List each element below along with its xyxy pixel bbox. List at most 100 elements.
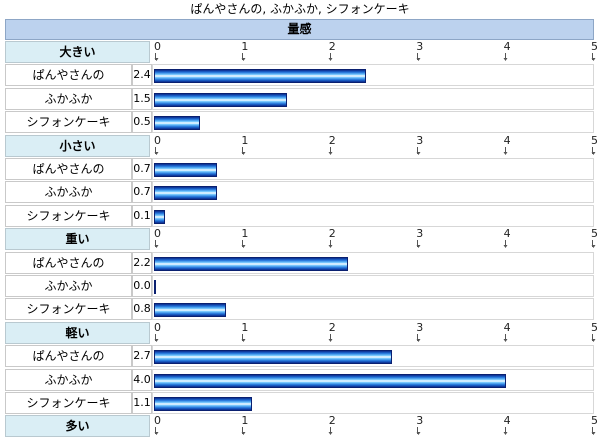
tick-arrow	[328, 338, 333, 342]
series-name-label: シフォンケーキ	[5, 111, 132, 134]
tick-arrow	[591, 245, 595, 249]
tick-label: 4	[503, 414, 511, 428]
tick-arrow	[241, 58, 246, 61]
tick-label: 1	[241, 414, 249, 428]
data-value-label: 0.0	[132, 275, 152, 297]
bar-0-1	[154, 92, 288, 107]
data-value-label: 0.1	[132, 204, 152, 227]
series-name-label: ぱんやさんの	[5, 345, 132, 368]
bar-track	[152, 275, 594, 297]
tick-label: 2	[328, 133, 336, 147]
bar-2-0	[154, 256, 349, 271]
tick-label: 3	[416, 414, 424, 428]
tick-mark	[417, 333, 419, 341]
bar-0-0	[154, 69, 366, 84]
tick-label: 3	[416, 40, 424, 53]
bar-track	[152, 158, 594, 180]
series-name-label: ふかふか	[5, 87, 132, 110]
bar-track	[152, 368, 594, 391]
data-value-label: 0.5	[132, 111, 152, 134]
series-name-label: ふかふか	[5, 275, 132, 297]
tick-mark	[592, 146, 593, 154]
tick-label: 1	[241, 133, 249, 147]
series-name-label: ふかふか	[5, 368, 132, 391]
tick-mark	[329, 333, 331, 341]
bar-2-2	[154, 303, 226, 318]
tick-label: 0	[154, 133, 161, 147]
tick-label: 5	[591, 414, 598, 428]
tick-label: 5	[591, 133, 598, 147]
series-name-label: ぱんやさんの	[5, 158, 132, 180]
data-value-label: 2.7	[132, 345, 152, 368]
category-label-2: 重い	[5, 228, 150, 251]
tick-mark	[417, 240, 419, 248]
tick-arrow	[416, 151, 421, 155]
tick-mark	[504, 427, 506, 435]
series-name-label: ふかふか	[5, 181, 132, 204]
data-value-label: 1.5	[132, 87, 152, 110]
tick-arrow	[503, 58, 508, 61]
bar-0-2	[154, 116, 200, 131]
tick-label: 1	[241, 320, 249, 334]
tick-mark	[417, 427, 419, 435]
tick-label: 1	[241, 227, 249, 241]
bar-3-1	[154, 373, 506, 388]
series-name-label: ぱんやさんの	[5, 64, 132, 87]
tick-mark	[592, 333, 593, 341]
tick-label: 3	[416, 320, 424, 334]
bar-track	[152, 392, 594, 414]
tick-mark	[504, 146, 506, 154]
tick-label: 2	[328, 320, 336, 334]
bar-3-2	[154, 397, 253, 411]
bar-track	[152, 251, 594, 274]
tick-label: 4	[503, 40, 511, 53]
scale-header-3: 0 1 2 3 4 5	[152, 320, 598, 344]
tick-mark	[329, 427, 331, 435]
tick-mark	[155, 427, 156, 435]
tick-label: 0	[154, 320, 161, 334]
tick-mark	[242, 146, 244, 154]
tick-mark	[242, 53, 244, 60]
tick-mark	[417, 53, 419, 60]
tick-arrow	[416, 338, 421, 342]
scale-header-1: 0 1 2 3 4 5	[152, 133, 598, 157]
tick-arrow	[241, 245, 246, 249]
tick-mark	[155, 240, 156, 248]
tick-mark	[592, 427, 593, 435]
tick-mark	[242, 427, 244, 435]
tick-mark	[155, 53, 156, 60]
tick-label: 3	[416, 227, 424, 241]
tick-mark	[329, 240, 331, 248]
tick-label: 0	[154, 414, 161, 428]
scale-header-2: 0 1 2 3 4 5	[152, 227, 598, 251]
header-band: 量感	[5, 19, 594, 40]
tick-arrow	[328, 245, 333, 249]
tick-label: 4	[503, 320, 511, 334]
tick-label: 4	[503, 227, 511, 241]
tick-arrow	[328, 151, 333, 155]
tick-arrow	[154, 338, 158, 342]
bar-1-1	[154, 186, 218, 201]
data-value-label: 0.8	[132, 298, 152, 321]
bar-3-0	[154, 350, 392, 365]
tick-mark	[329, 146, 331, 154]
data-value-label: 2.4	[132, 64, 152, 87]
tick-label: 0	[154, 227, 161, 241]
tick-label: 2	[328, 414, 336, 428]
bar-track	[152, 111, 594, 134]
tick-mark	[592, 240, 593, 248]
tick-label: 2	[328, 227, 336, 241]
bar-track	[152, 87, 594, 110]
tick-label: 5	[591, 320, 598, 334]
tick-mark	[155, 146, 156, 154]
category-label-0: 大きい	[5, 41, 150, 63]
series-name-label: ぱんやさんの	[5, 251, 132, 274]
tick-mark	[155, 333, 156, 341]
bar-track	[152, 181, 594, 204]
tick-arrow	[241, 151, 246, 155]
tick-arrow	[591, 58, 595, 61]
tick-mark	[329, 53, 331, 60]
tick-arrow	[591, 151, 595, 155]
tick-mark	[504, 53, 506, 60]
